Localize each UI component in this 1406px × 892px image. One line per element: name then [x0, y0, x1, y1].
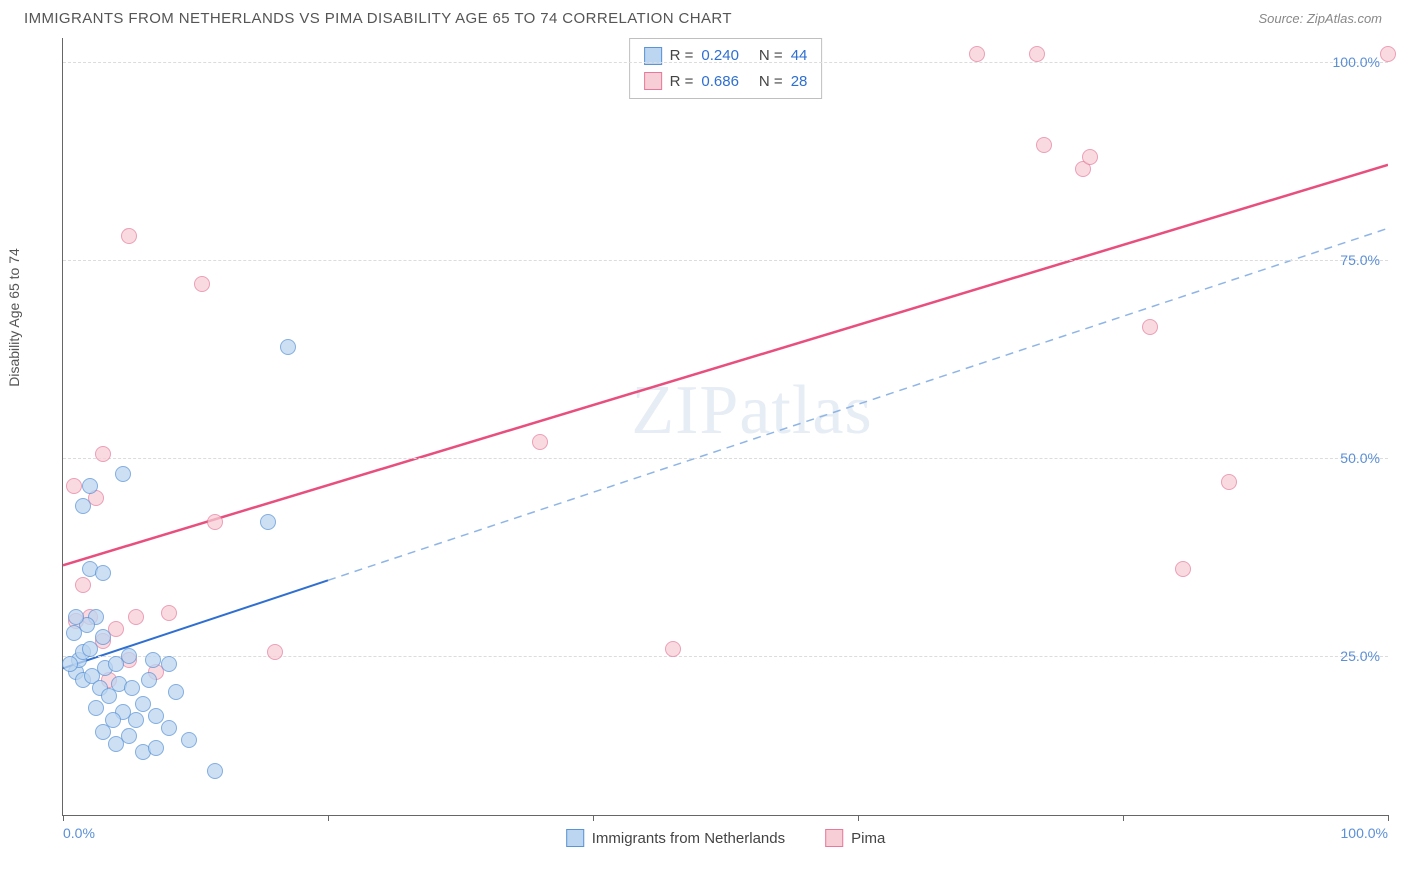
x-tick [593, 815, 594, 821]
chart-title: IMMIGRANTS FROM NETHERLANDS VS PIMA DISA… [24, 10, 732, 27]
r-value-pima: 0.686 [701, 69, 739, 95]
data-point-pima [969, 46, 985, 62]
y-tick-label: 25.0% [1340, 648, 1380, 664]
data-point-netherlands [260, 514, 276, 530]
data-point-pima [1175, 561, 1191, 577]
data-point-pima [121, 228, 137, 244]
x-tick-label: 100.0% [1341, 825, 1388, 841]
data-point-pima [95, 446, 111, 462]
legend-label-pima: Pima [851, 830, 885, 847]
data-point-pima [207, 514, 223, 530]
data-point-pima [128, 609, 144, 625]
legend-row-netherlands: R = 0.240 N = 44 [644, 43, 808, 69]
series-legend: Immigrants from Netherlands Pima [566, 829, 886, 847]
legend-item-pima: Pima [825, 829, 885, 847]
data-point-netherlands [124, 680, 140, 696]
n-value-netherlands: 44 [791, 43, 808, 69]
data-point-netherlands [95, 565, 111, 581]
data-point-pima [1082, 149, 1098, 165]
data-point-netherlands [82, 478, 98, 494]
data-point-netherlands [68, 609, 84, 625]
r-value-netherlands: 0.240 [701, 43, 739, 69]
chart-container: Disability Age 65 to 74 ZIPatlas R = 0.2… [18, 38, 1388, 858]
trend-lines [63, 38, 1388, 815]
gridline [63, 62, 1388, 63]
y-tick-label: 50.0% [1340, 450, 1380, 466]
data-point-netherlands [75, 498, 91, 514]
legend-row-pima: R = 0.686 N = 28 [644, 69, 808, 95]
data-point-netherlands [148, 708, 164, 724]
x-tick [328, 815, 329, 821]
gridline [63, 260, 1388, 261]
data-point-netherlands [105, 712, 121, 728]
x-tick [1123, 815, 1124, 821]
data-point-pima [1036, 137, 1052, 153]
x-tick [858, 815, 859, 821]
data-point-pima [1142, 319, 1158, 335]
chart-header: IMMIGRANTS FROM NETHERLANDS VS PIMA DISA… [0, 0, 1406, 33]
y-tick-label: 75.0% [1340, 252, 1380, 268]
correlation-legend: R = 0.240 N = 44 R = 0.686 N = 28 [629, 38, 823, 99]
x-tick [63, 815, 64, 821]
n-value-pima: 28 [791, 69, 808, 95]
data-point-netherlands [121, 728, 137, 744]
data-point-pima [532, 434, 548, 450]
gridline [63, 656, 1388, 657]
data-point-netherlands [62, 656, 78, 672]
swatch-netherlands-icon [566, 829, 584, 847]
data-point-netherlands [88, 700, 104, 716]
data-point-netherlands [82, 641, 98, 657]
chart-source: Source: ZipAtlas.com [1258, 11, 1382, 26]
legend-item-netherlands: Immigrants from Netherlands [566, 829, 785, 847]
y-axis-label: Disability Age 65 to 74 [6, 248, 22, 387]
data-point-netherlands [161, 720, 177, 736]
x-tick-label: 0.0% [63, 825, 95, 841]
data-point-netherlands [141, 672, 157, 688]
swatch-pima-icon [825, 829, 843, 847]
data-point-netherlands [181, 732, 197, 748]
data-point-netherlands [128, 712, 144, 728]
data-point-netherlands [121, 648, 137, 664]
data-point-pima [1380, 46, 1396, 62]
data-point-netherlands [161, 656, 177, 672]
data-point-pima [194, 276, 210, 292]
data-point-pima [665, 641, 681, 657]
data-point-pima [66, 478, 82, 494]
data-point-pima [1029, 46, 1045, 62]
data-point-netherlands [207, 763, 223, 779]
data-point-netherlands [148, 740, 164, 756]
x-tick [1388, 815, 1389, 821]
watermark: ZIPatlas [631, 371, 872, 451]
gridline [63, 458, 1388, 459]
swatch-pima [644, 72, 662, 90]
data-point-pima [161, 605, 177, 621]
y-tick-label: 100.0% [1333, 54, 1380, 70]
data-point-netherlands [135, 696, 151, 712]
data-point-pima [267, 644, 283, 660]
data-point-netherlands [168, 684, 184, 700]
data-point-pima [1221, 474, 1237, 490]
legend-label-netherlands: Immigrants from Netherlands [592, 830, 785, 847]
data-point-pima [75, 577, 91, 593]
plot-area: ZIPatlas R = 0.240 N = 44 R = 0.686 N = … [62, 38, 1388, 816]
data-point-netherlands [95, 629, 111, 645]
data-point-netherlands [145, 652, 161, 668]
data-point-netherlands [280, 339, 296, 355]
data-point-netherlands [115, 466, 131, 482]
